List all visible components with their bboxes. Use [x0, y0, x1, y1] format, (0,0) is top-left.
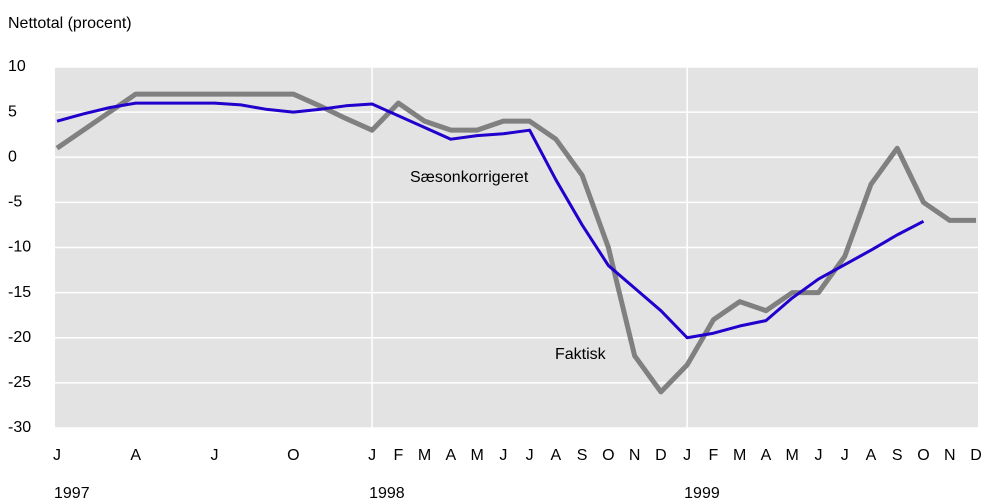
y-tick-label: -15: [8, 284, 31, 301]
y-tick-label: 5: [8, 103, 17, 120]
x-tick-label: F: [709, 447, 719, 464]
series-label: Faktisk: [555, 346, 607, 363]
y-tick-label: -25: [8, 374, 31, 391]
x-tick-label: O: [602, 447, 614, 464]
x-tick-label: J: [499, 447, 507, 464]
x-tick-label: M: [786, 447, 799, 464]
x-tick-label: J: [368, 447, 376, 464]
y-tick-label: -10: [8, 239, 31, 256]
x-tick-label: J: [211, 447, 219, 464]
x-tick-label: J: [683, 447, 691, 464]
series-line: [55, 91, 976, 395]
x-tick-label: J: [53, 447, 61, 464]
x-tick-label: D: [970, 447, 982, 464]
y-tick-label: -20: [8, 329, 31, 346]
x-tick-label: A: [551, 447, 562, 464]
year-label: 1998: [369, 485, 405, 502]
y-axis-label: Nettotal (procent): [8, 15, 132, 32]
y-tick-label: 10: [8, 58, 26, 75]
x-tick-label: O: [287, 447, 299, 464]
series-line: [56, 101, 925, 340]
x-tick-label: A: [866, 447, 877, 464]
x-tick-label: J: [526, 447, 534, 464]
x-tick-label: M: [733, 447, 746, 464]
y-tick-label: 0: [8, 148, 17, 165]
y-tick-label: -5: [8, 194, 22, 211]
x-tick-label: S: [892, 447, 903, 464]
x-tick-label: A: [130, 447, 141, 464]
year-label: 1997: [54, 485, 90, 502]
y-tick-label: -30: [8, 419, 31, 436]
x-tick-label: J: [814, 447, 822, 464]
x-tick-label: N: [944, 447, 956, 464]
x-tick-label: A: [446, 447, 457, 464]
x-tick-label: F: [393, 447, 403, 464]
series-label: Sæsonkorrigeret: [410, 169, 529, 186]
x-tick-label: S: [577, 447, 588, 464]
x-tick-label: A: [761, 447, 772, 464]
x-tick-label: D: [655, 447, 667, 464]
x-tick-label: N: [629, 447, 641, 464]
x-tick-label: M: [418, 447, 431, 464]
year-label: 1999: [684, 485, 720, 502]
x-tick-label: M: [470, 447, 483, 464]
x-tick-label: J: [841, 447, 849, 464]
x-tick-label: O: [917, 447, 929, 464]
